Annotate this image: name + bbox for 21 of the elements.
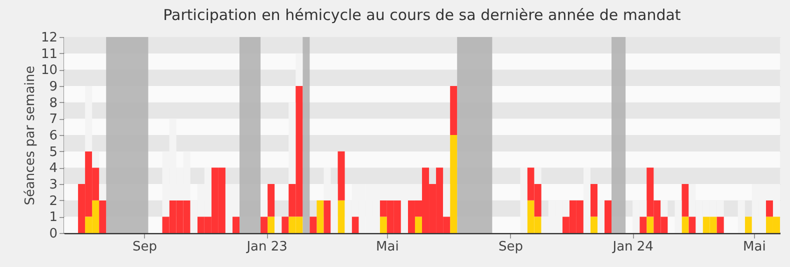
y-tick-label: 0 <box>49 226 58 242</box>
y-tick-label: 9 <box>49 80 58 94</box>
y-tick-label: 6 <box>49 128 58 144</box>
y-tick-label: 12 <box>40 30 58 46</box>
x-tick-label: Mai <box>743 240 766 254</box>
x-tick-label: Jan 24 <box>612 240 654 254</box>
y-tick-label: 5 <box>49 144 58 160</box>
x-tick-label: Mai <box>376 240 399 254</box>
y-axis-title: Séances par semaine <box>22 66 38 206</box>
y-tick-label: 4 <box>49 161 58 176</box>
y-tick-label: 1 <box>49 210 58 226</box>
y-tick-label: 8 <box>49 96 58 111</box>
x-tick-label: Jan 23 <box>246 240 288 254</box>
x-tick-label: Sep <box>132 240 157 254</box>
y-tick-label: 2 <box>49 194 58 209</box>
y-tick-label: 10 <box>40 63 58 78</box>
y-tick-label: 3 <box>49 178 58 192</box>
y-tick-label: 11 <box>40 46 58 62</box>
x-tick-label: Sep <box>498 240 524 254</box>
chart-title: Participation en hémicycle au cours de sa dernière année de mandat <box>163 6 681 24</box>
y-tick-label: 7 <box>49 112 58 128</box>
